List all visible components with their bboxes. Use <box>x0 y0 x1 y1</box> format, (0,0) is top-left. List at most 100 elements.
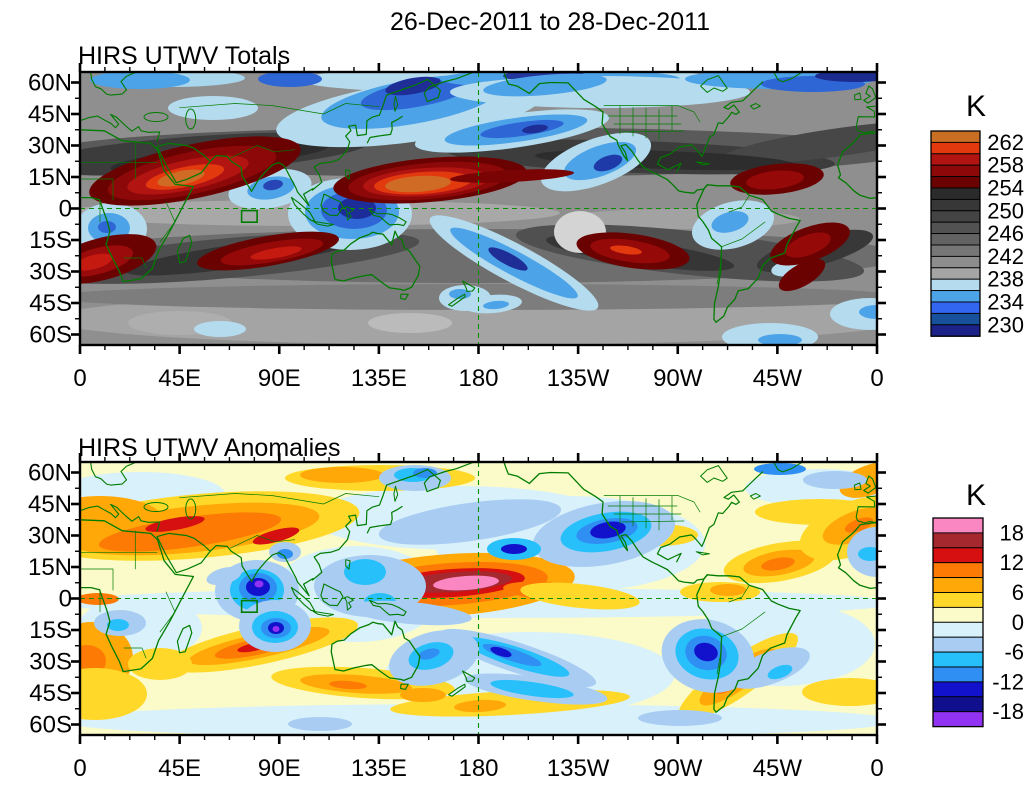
coastline-path <box>90 462 138 486</box>
coastline-path <box>749 493 761 500</box>
y-tick-label: 60S <box>29 322 72 349</box>
coastline-path <box>400 683 409 690</box>
contour-blob <box>378 499 562 545</box>
contour-blob <box>344 559 386 585</box>
colorbar-segment <box>932 681 984 698</box>
colorbar-segment <box>932 636 984 653</box>
y-tick-label: 15S <box>29 617 72 644</box>
coastline-path <box>80 129 195 283</box>
contour-blob <box>746 170 804 190</box>
contour-blob <box>710 584 746 596</box>
coastline-path <box>80 503 161 532</box>
coastline-path <box>209 462 475 597</box>
contour-blob <box>263 179 283 191</box>
contour-blob <box>254 580 264 588</box>
coastline-path <box>366 115 403 144</box>
colorbar-segment <box>930 324 981 337</box>
coastline-path <box>320 583 344 607</box>
colorbar-segment <box>932 711 984 728</box>
coastline-path <box>462 280 476 293</box>
contour-blob <box>157 169 205 187</box>
panel2-title: HIRS UTWV Anomalies <box>78 434 341 462</box>
coastline-path <box>621 520 685 523</box>
colorbar-segment <box>932 592 984 608</box>
colorbar-frame <box>930 130 981 337</box>
colorbar-segment <box>932 651 984 668</box>
colorbar-segment <box>930 233 981 246</box>
coastline-path <box>863 475 877 494</box>
contour-blob <box>758 334 802 345</box>
coastline-path <box>209 72 475 207</box>
colorbar-segment <box>930 198 981 212</box>
y-tick-label: 15N <box>28 164 72 191</box>
x-tick-label: 135W <box>547 755 610 782</box>
coastline-path <box>230 145 296 159</box>
contour-blob <box>288 717 352 731</box>
totals-coastlines <box>80 72 877 323</box>
coastline-path <box>345 169 351 180</box>
x-tick-label: 0 <box>73 755 86 782</box>
contour-blob <box>107 619 129 631</box>
colorbar-label: -6 <box>1004 640 1024 665</box>
y-tick-label: 15N <box>28 554 72 581</box>
region-box <box>240 599 258 614</box>
contour-blob <box>360 77 472 111</box>
colorbar-label: 250 <box>987 198 1024 223</box>
colorbar-segment <box>932 547 984 564</box>
coastline-path <box>448 293 466 307</box>
coastline-path <box>721 221 766 248</box>
colorbar-segment <box>932 621 984 638</box>
contour-blob <box>98 512 282 552</box>
coastline-path <box>721 611 766 638</box>
coastline-path <box>677 105 701 123</box>
y-tick-label: 60S <box>29 712 72 739</box>
x-tick-label: 135E <box>351 755 407 782</box>
contour-blob <box>694 642 718 662</box>
contour-blob <box>483 300 509 310</box>
contour-blob <box>98 221 116 233</box>
coastline-path <box>185 498 197 520</box>
y-tick-label: 30N <box>28 133 72 160</box>
colorbar-segment <box>930 176 981 189</box>
colorbar-label: 258 <box>987 153 1024 178</box>
colorbar-segment <box>930 164 981 178</box>
contour-blob <box>815 72 877 82</box>
contour-blob <box>450 169 574 183</box>
colorbar-segment <box>932 577 984 593</box>
coastline-path <box>393 95 399 112</box>
coastline-path <box>290 196 316 222</box>
coastline-path <box>369 599 407 617</box>
coastline-path <box>290 586 316 612</box>
coastline-path <box>345 559 351 570</box>
x-tick-label: 135E <box>351 365 407 392</box>
coastline-path <box>80 519 195 673</box>
contour-blob <box>300 467 384 483</box>
contour-blob <box>329 680 367 690</box>
colorbar-label: -18 <box>992 699 1024 724</box>
contour-blob <box>90 72 190 89</box>
coastline-path <box>836 131 877 200</box>
coastline-path <box>230 535 296 549</box>
y-tick-label: 60N <box>28 70 72 97</box>
contour-blob <box>590 521 626 539</box>
contour-blob <box>168 96 258 120</box>
anomalies-colorbar: 18 12 6 0 -6 -12 -18 <box>932 517 1024 728</box>
coastline-path <box>695 161 710 166</box>
contour-blob <box>721 120 877 164</box>
colorbar-segment <box>930 290 981 303</box>
contour-blob <box>754 463 806 475</box>
colorbar-segment <box>930 153 981 166</box>
x-tick-label: 180 <box>458 755 498 782</box>
contour-blob <box>194 321 246 337</box>
colorbar-label: 234 <box>987 290 1024 315</box>
colorbar-label: 254 <box>987 176 1024 201</box>
coastline-path <box>855 495 877 524</box>
coastline-path <box>656 471 764 563</box>
coastline-path <box>462 670 476 683</box>
contour-blob <box>258 72 322 87</box>
coastline-path <box>621 130 685 133</box>
x-tick-label: 0 <box>870 755 883 782</box>
